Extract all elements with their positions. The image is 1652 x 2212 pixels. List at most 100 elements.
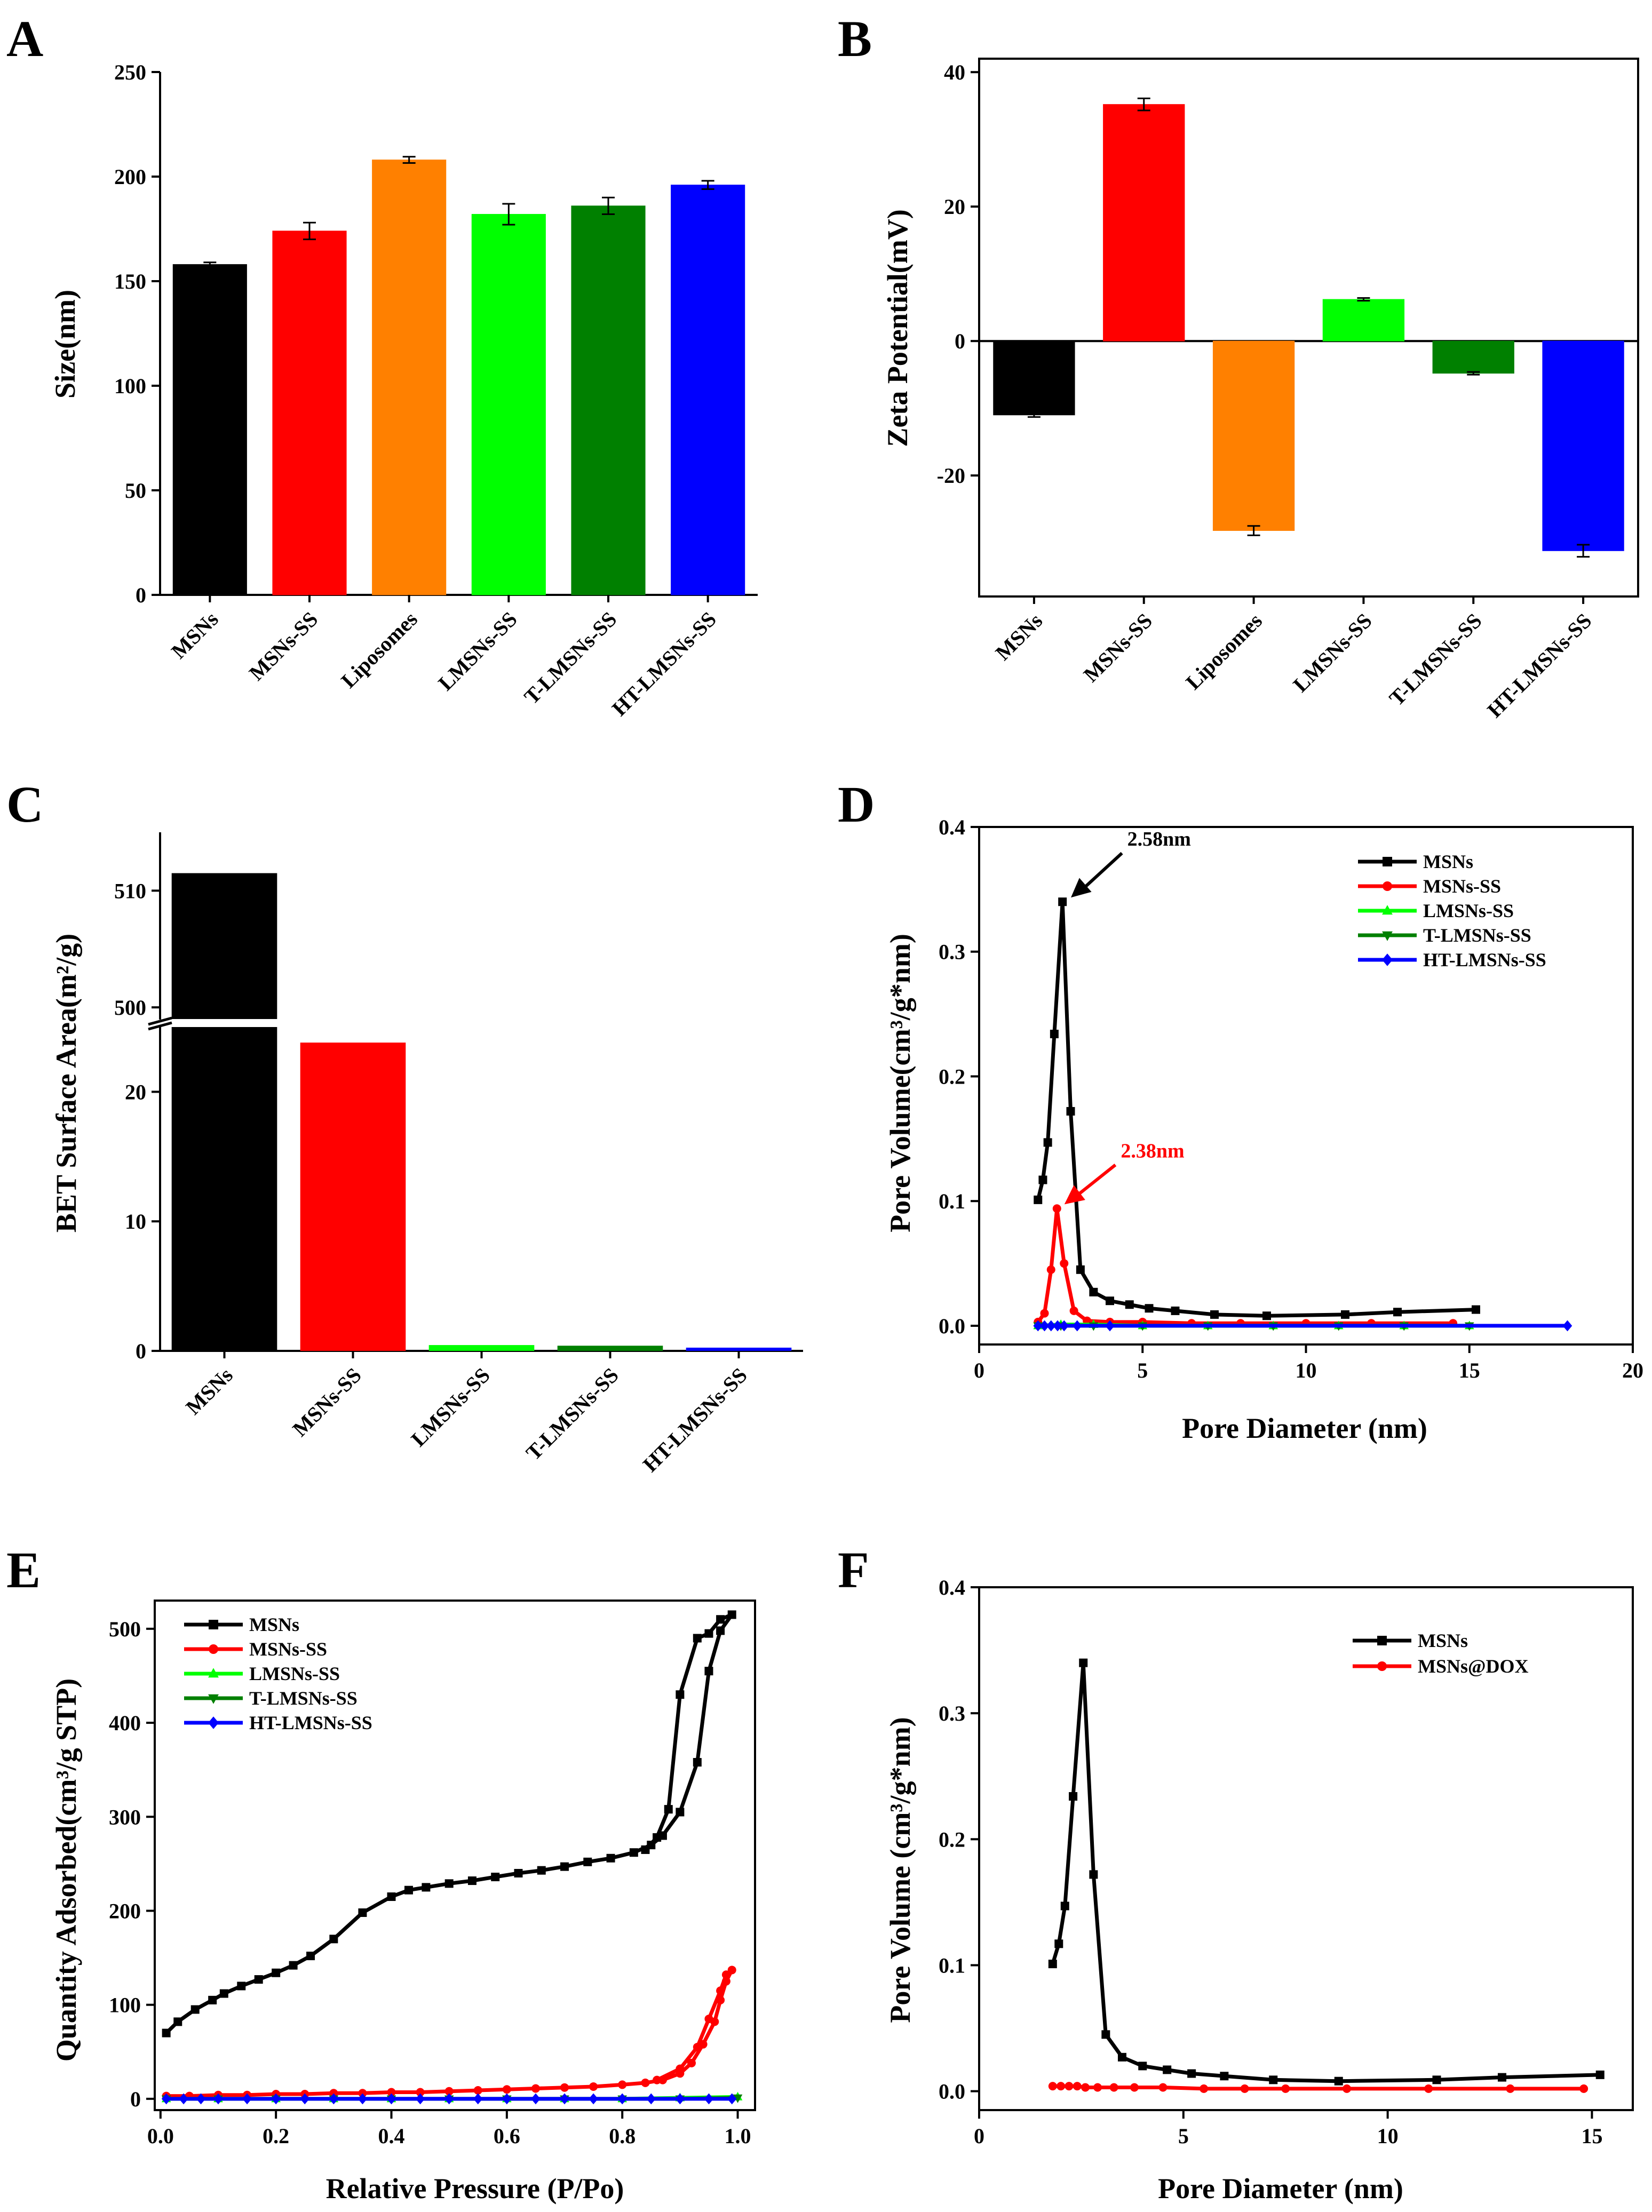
data-point [1046, 1265, 1055, 1274]
data-point [1093, 2083, 1102, 2092]
series-line-msns [1051, 1661, 1600, 2083]
x-tick-label: 10 [1377, 2124, 1399, 2148]
data-point [1595, 2070, 1605, 2079]
axis-break-mark [148, 1016, 172, 1026]
data-point [531, 2084, 540, 2093]
data-point [676, 1690, 685, 1699]
y-tick-label: 0.3 [939, 1701, 965, 1725]
bar-ht-lmsns-ss [686, 1347, 792, 1351]
data-point [704, 2015, 713, 2024]
data-point [1101, 2030, 1110, 2039]
data-point [162, 2028, 171, 2038]
data-point [727, 1966, 736, 1975]
axis-break-mark [148, 1021, 172, 1031]
data-point [1424, 2084, 1433, 2093]
data-point [1579, 2084, 1589, 2093]
data-point [208, 1694, 219, 1704]
data-point [1076, 1265, 1085, 1274]
data-point [254, 1975, 263, 1984]
bar-liposomes [372, 160, 447, 595]
category-label: MSNs [181, 1363, 237, 1420]
data-point [329, 1935, 338, 1944]
data-point [1081, 2083, 1090, 2092]
y-tick-label: 0.1 [939, 1189, 965, 1213]
data-point [387, 2088, 396, 2097]
y-tick-label: 200 [114, 165, 146, 189]
data-point [1341, 1310, 1349, 1319]
y-tick-label: 10 [125, 1210, 146, 1234]
series-line-msns-ss [166, 1968, 734, 2098]
panel-c-chart: 0 10 20 500 510 MSNs MSNs-SS LMSNs-SS T-LMSNs-SS… [114, 832, 819, 1477]
bar-msns-upper [171, 873, 277, 1019]
data-point [1043, 1138, 1052, 1147]
y-tick-label: 0.0 [939, 2080, 965, 2104]
panel-c-ylabel: BET Surface Area(m²/g) [50, 934, 82, 1232]
data-point [1432, 2075, 1441, 2084]
data-point [208, 1995, 217, 2004]
data-point [306, 1952, 315, 1961]
data-point [1066, 1107, 1075, 1116]
data-point [560, 2093, 569, 2105]
data-point [589, 2093, 598, 2105]
data-point [1058, 897, 1067, 906]
data-point [1382, 953, 1393, 966]
data-point [1040, 1309, 1049, 1318]
y-tick-label: 150 [114, 269, 146, 293]
data-point [641, 1845, 650, 1854]
data-point [1382, 931, 1393, 941]
y-tick-label: 0.2 [939, 1064, 965, 1088]
legend-label: HT-LMSNs-SS [249, 1712, 372, 1733]
data-point [161, 2093, 171, 2105]
data-point [721, 1977, 730, 1986]
y-tick-label: 0.3 [939, 940, 965, 964]
data-point [733, 2094, 743, 2103]
x-tick-label: 0.2 [263, 2124, 289, 2148]
y-tick-label: 510 [114, 879, 146, 903]
data-point [704, 2093, 714, 2105]
category-label: T-LMSNs-SS [1384, 609, 1486, 711]
y-tick-label: 0 [130, 2087, 141, 2111]
data-point [242, 2093, 252, 2105]
data-point [653, 2075, 662, 2084]
annotation-arrowhead [1071, 878, 1092, 898]
data-point [1079, 1658, 1088, 1667]
y-tick-label: 0 [955, 329, 965, 353]
data-point [329, 2093, 339, 2105]
data-point [1138, 2062, 1147, 2071]
data-point [387, 1892, 396, 1901]
bar-lmsns-ss [471, 214, 546, 595]
data-point [444, 2087, 454, 2096]
data-point [1034, 1195, 1043, 1204]
legend-label: LMSNs-SS [1423, 900, 1514, 921]
data-point [237, 1982, 246, 1991]
data-point [1089, 1287, 1098, 1296]
y-tick-label: 20 [944, 195, 965, 219]
data-point [693, 2042, 702, 2051]
y-tick-label: 0 [136, 583, 146, 607]
data-point [1262, 1311, 1271, 1320]
data-point [444, 2093, 454, 2105]
y-tick-label: 0.4 [939, 1576, 965, 1600]
x-tick-label: 0 [974, 1358, 984, 1382]
annotation-label: 2.58nm [1127, 828, 1191, 850]
x-tick-label: 15 [1459, 1358, 1480, 1382]
data-point [1054, 1939, 1063, 1948]
data-point [716, 1995, 725, 2004]
y-tick-label: 100 [114, 374, 146, 398]
data-point [386, 2093, 396, 2105]
panel-letter-f: F [838, 1541, 869, 1598]
y-tick-label: 500 [109, 1617, 141, 1641]
data-point [1343, 2084, 1352, 2093]
y-tick-label: 40 [944, 60, 965, 84]
x-tick-label: 0.0 [147, 2124, 174, 2148]
data-point [1106, 1296, 1114, 1306]
category-label: LMSNs-SS [433, 607, 521, 695]
bar-lmsns-ss [1322, 299, 1405, 341]
data-point [1383, 857, 1392, 866]
y-tick-label: 300 [109, 1805, 141, 1829]
y-tick-label: 0.0 [939, 1314, 965, 1338]
panel-letter-b: B [838, 10, 872, 67]
data-point [1050, 1030, 1059, 1038]
data-point [422, 1883, 431, 1892]
category-label: MSNs [166, 607, 223, 664]
